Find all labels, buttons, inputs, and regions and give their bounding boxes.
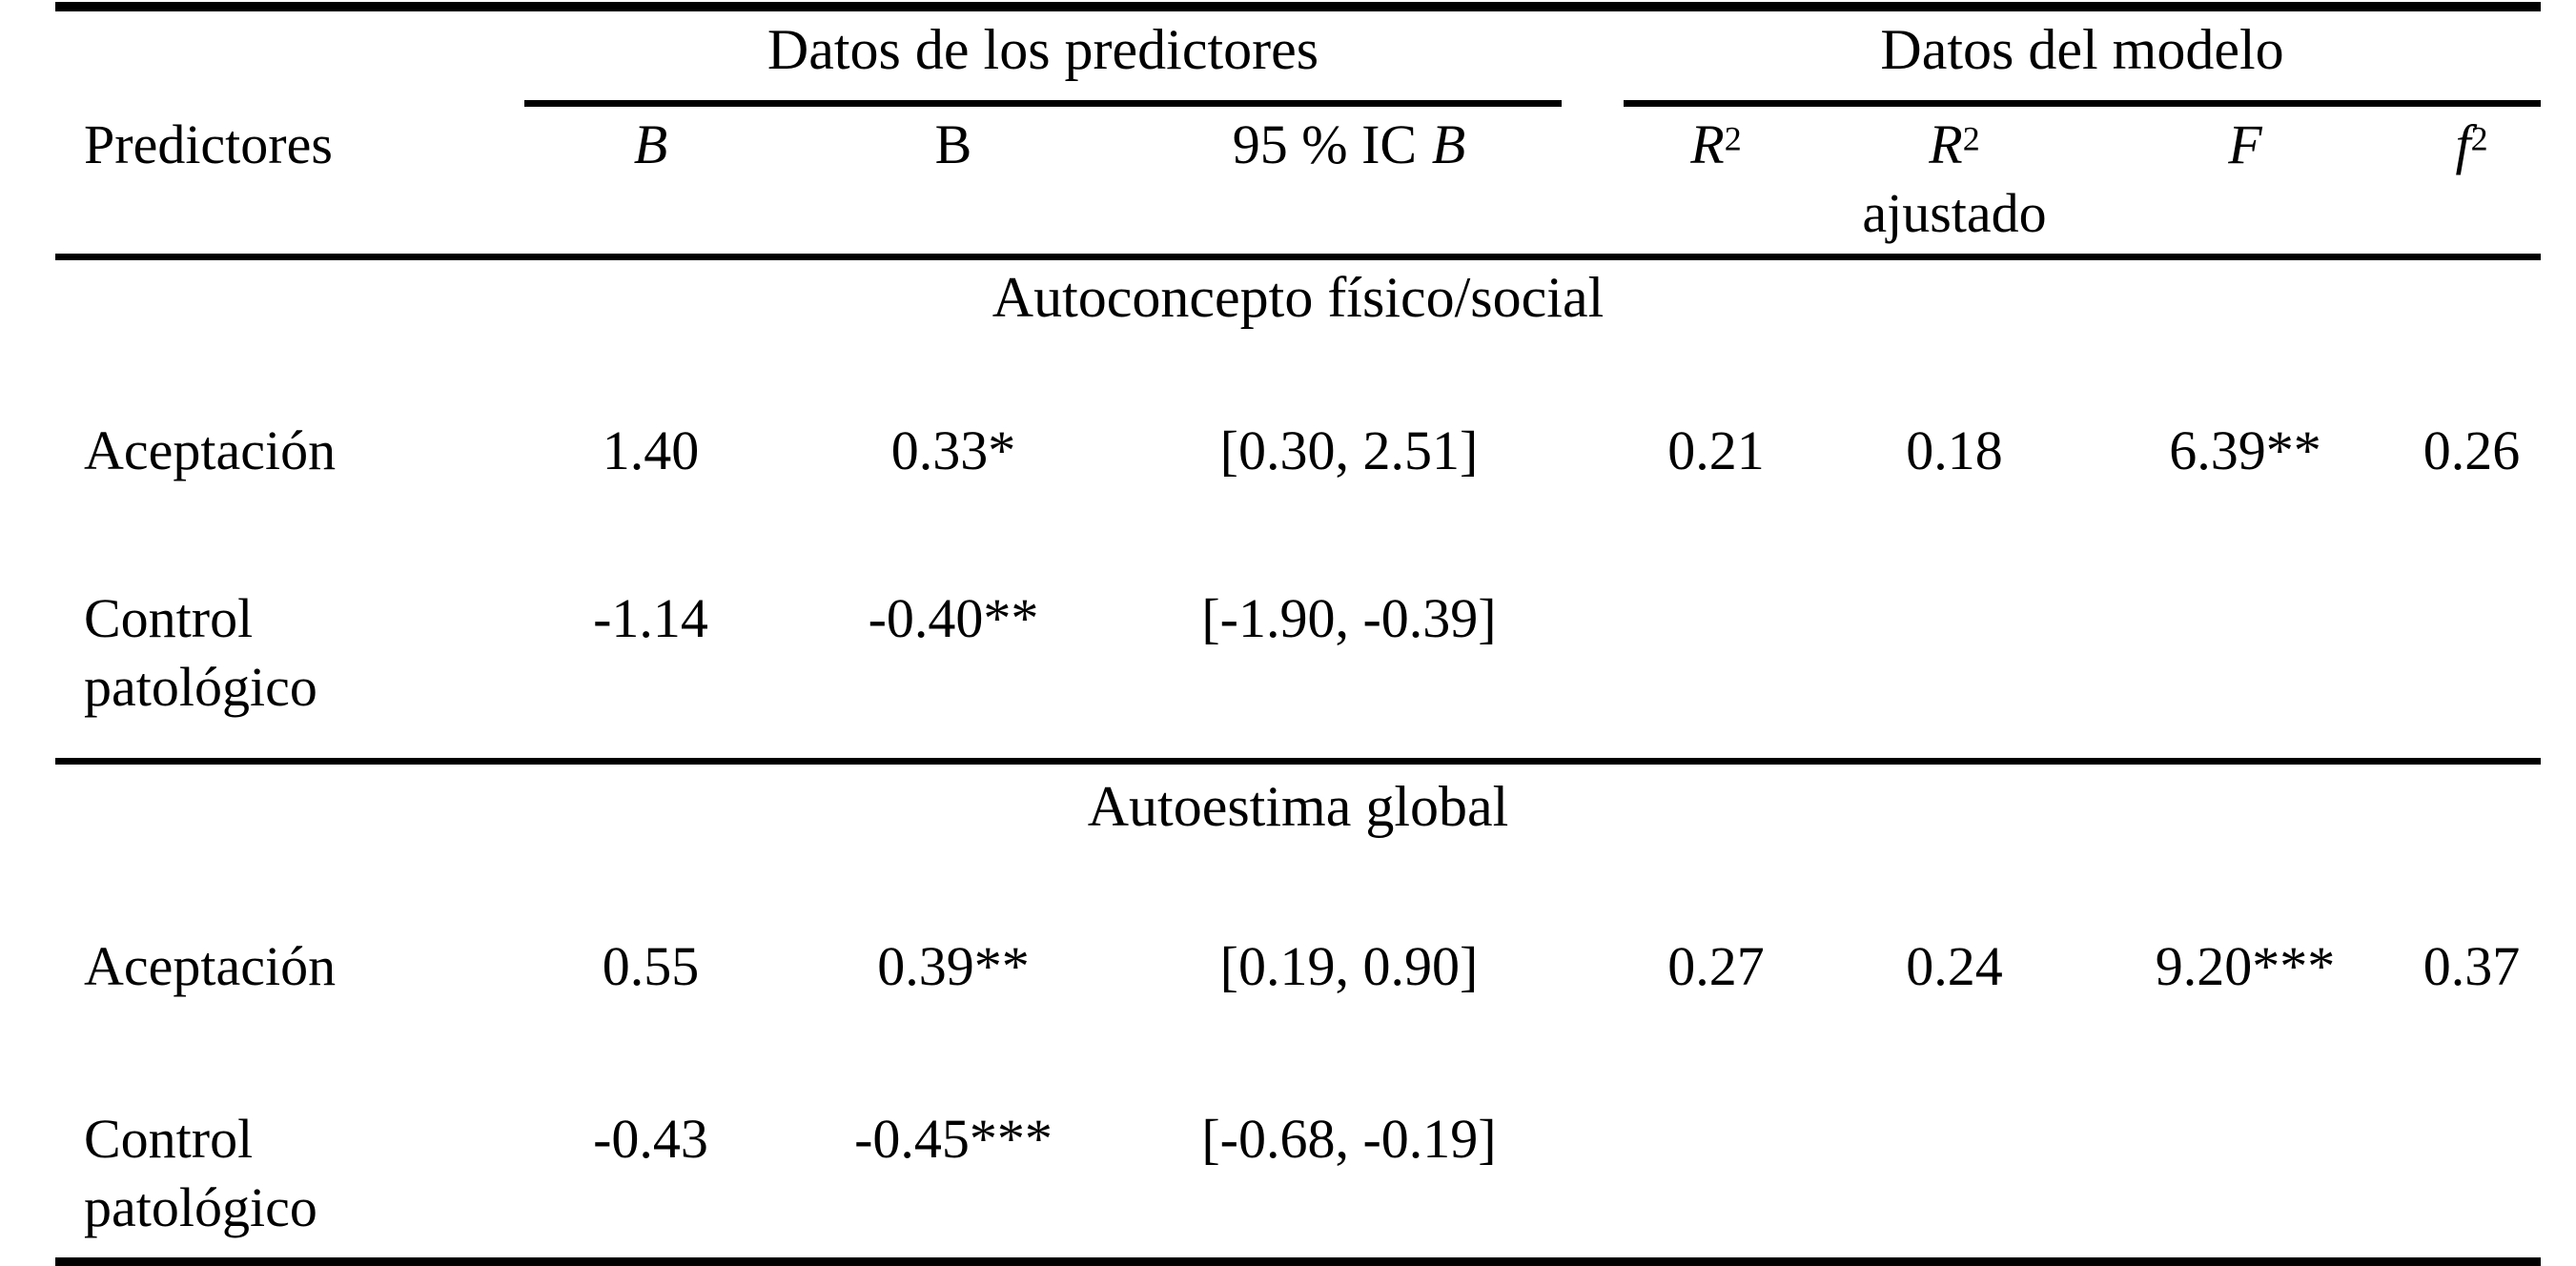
group-header-row: Datos de los predictores Datos del model…: [55, 7, 2542, 107]
cell-beta: -0.45***: [854, 1108, 1053, 1170]
cell-ci: [-1.90, -0.39]: [1087, 554, 1611, 765]
cell-b: -1.14: [481, 554, 820, 765]
group-header-spacer: [55, 7, 481, 107]
cell-ci: [0.19, 0.90]: [1219, 935, 1479, 997]
col-header-f2: f2: [2402, 107, 2542, 260]
table-row: Control patológico -0.43 -0.45*** [-0.68…: [55, 1090, 2541, 1262]
cell-f: 6.39**: [2169, 419, 2321, 481]
cell-ci: [0.30, 2.51]: [1219, 419, 1479, 481]
col-header-b: B: [481, 107, 820, 260]
cell-b: -0.43: [593, 1108, 708, 1170]
cell-r2: 0.27: [1667, 935, 1765, 997]
cell-r2-ajustado: 0.18: [1906, 419, 2003, 481]
cell-f2: [2402, 1090, 2541, 1262]
cell-predictor: Control patológico: [55, 554, 481, 765]
section-title-autoconcepto: Autoconcepto físico/social: [992, 266, 1605, 329]
table-row: Control patológico -1.14 -0.40** [-1.90,…: [55, 554, 2542, 765]
col-header-beta: B: [820, 107, 1087, 260]
col-header-f: F: [2088, 107, 2402, 260]
group-header-modelo-cell: Datos del modelo: [1611, 7, 2542, 107]
group-header-modelo-label: Datos del modelo: [1880, 18, 2284, 81]
regression-table: Datos de los predictores Datos del model…: [55, 2, 2542, 1266]
section-title-autoestima: Autoestima global: [1087, 775, 1509, 838]
cell-beta: 0.39**: [877, 935, 1030, 997]
cell-r2: [1611, 554, 1821, 765]
cell-ci: [-0.68, -0.19]: [1201, 1108, 1497, 1170]
section-title-row-autoestima: Autoestima global: [55, 762, 2541, 907]
table-row: Aceptación 1.40 0.33* [0.30, 2.51] 0.21 …: [55, 396, 2541, 554]
cell-r2: [1611, 1090, 1821, 1262]
cell-predictor: Aceptación: [84, 935, 337, 997]
cell-r2-ajustado: [1821, 1090, 2088, 1262]
col-header-r2: R2: [1611, 107, 1821, 260]
group-header-predictores-label: Datos de los predictores: [767, 18, 1319, 81]
group-header-modelo: Datos del modelo: [1624, 11, 2542, 107]
col-header-r2-ajustado: R2 ajustado: [1821, 107, 2088, 260]
section-title-row-autoconcepto: Autoconcepto físico/social: [55, 257, 2541, 397]
group-header-predictores-cell: Datos de los predictores: [481, 7, 1611, 107]
cell-f2: [2402, 554, 2542, 765]
cell-beta: 0.33*: [890, 419, 1016, 481]
cell-f2: 0.37: [2423, 935, 2521, 997]
cell-f: [2088, 554, 2402, 765]
cell-f: 9.20***: [2155, 935, 2336, 997]
cell-predictor: Aceptación: [84, 419, 337, 481]
cell-r2-ajustado: [1821, 554, 2088, 765]
cell-r2: 0.21: [1667, 419, 1765, 481]
cell-b: 1.40: [602, 419, 700, 481]
cell-f2: 0.26: [2423, 419, 2521, 481]
table-row: Aceptación 0.55 0.39** [0.19, 0.90] 0.27…: [55, 906, 2541, 1090]
cell-b: 0.55: [602, 935, 700, 997]
cell-predictor: Control patológico: [84, 1108, 317, 1238]
cell-f: [2088, 1090, 2402, 1262]
group-header-predictores: Datos de los predictores: [524, 11, 1562, 107]
col-header-ci: 95 % IC B: [1087, 107, 1611, 260]
col-header-r2-ajustado-line2: ajustado: [1862, 182, 2047, 244]
col-header-predictores: Predictores: [55, 107, 481, 260]
column-header-row: Predictores B B 95 % IC B R2 R2 ajustado …: [55, 107, 2542, 260]
cell-r2-ajustado: 0.24: [1906, 935, 2003, 997]
cell-beta: -0.40**: [820, 554, 1087, 765]
